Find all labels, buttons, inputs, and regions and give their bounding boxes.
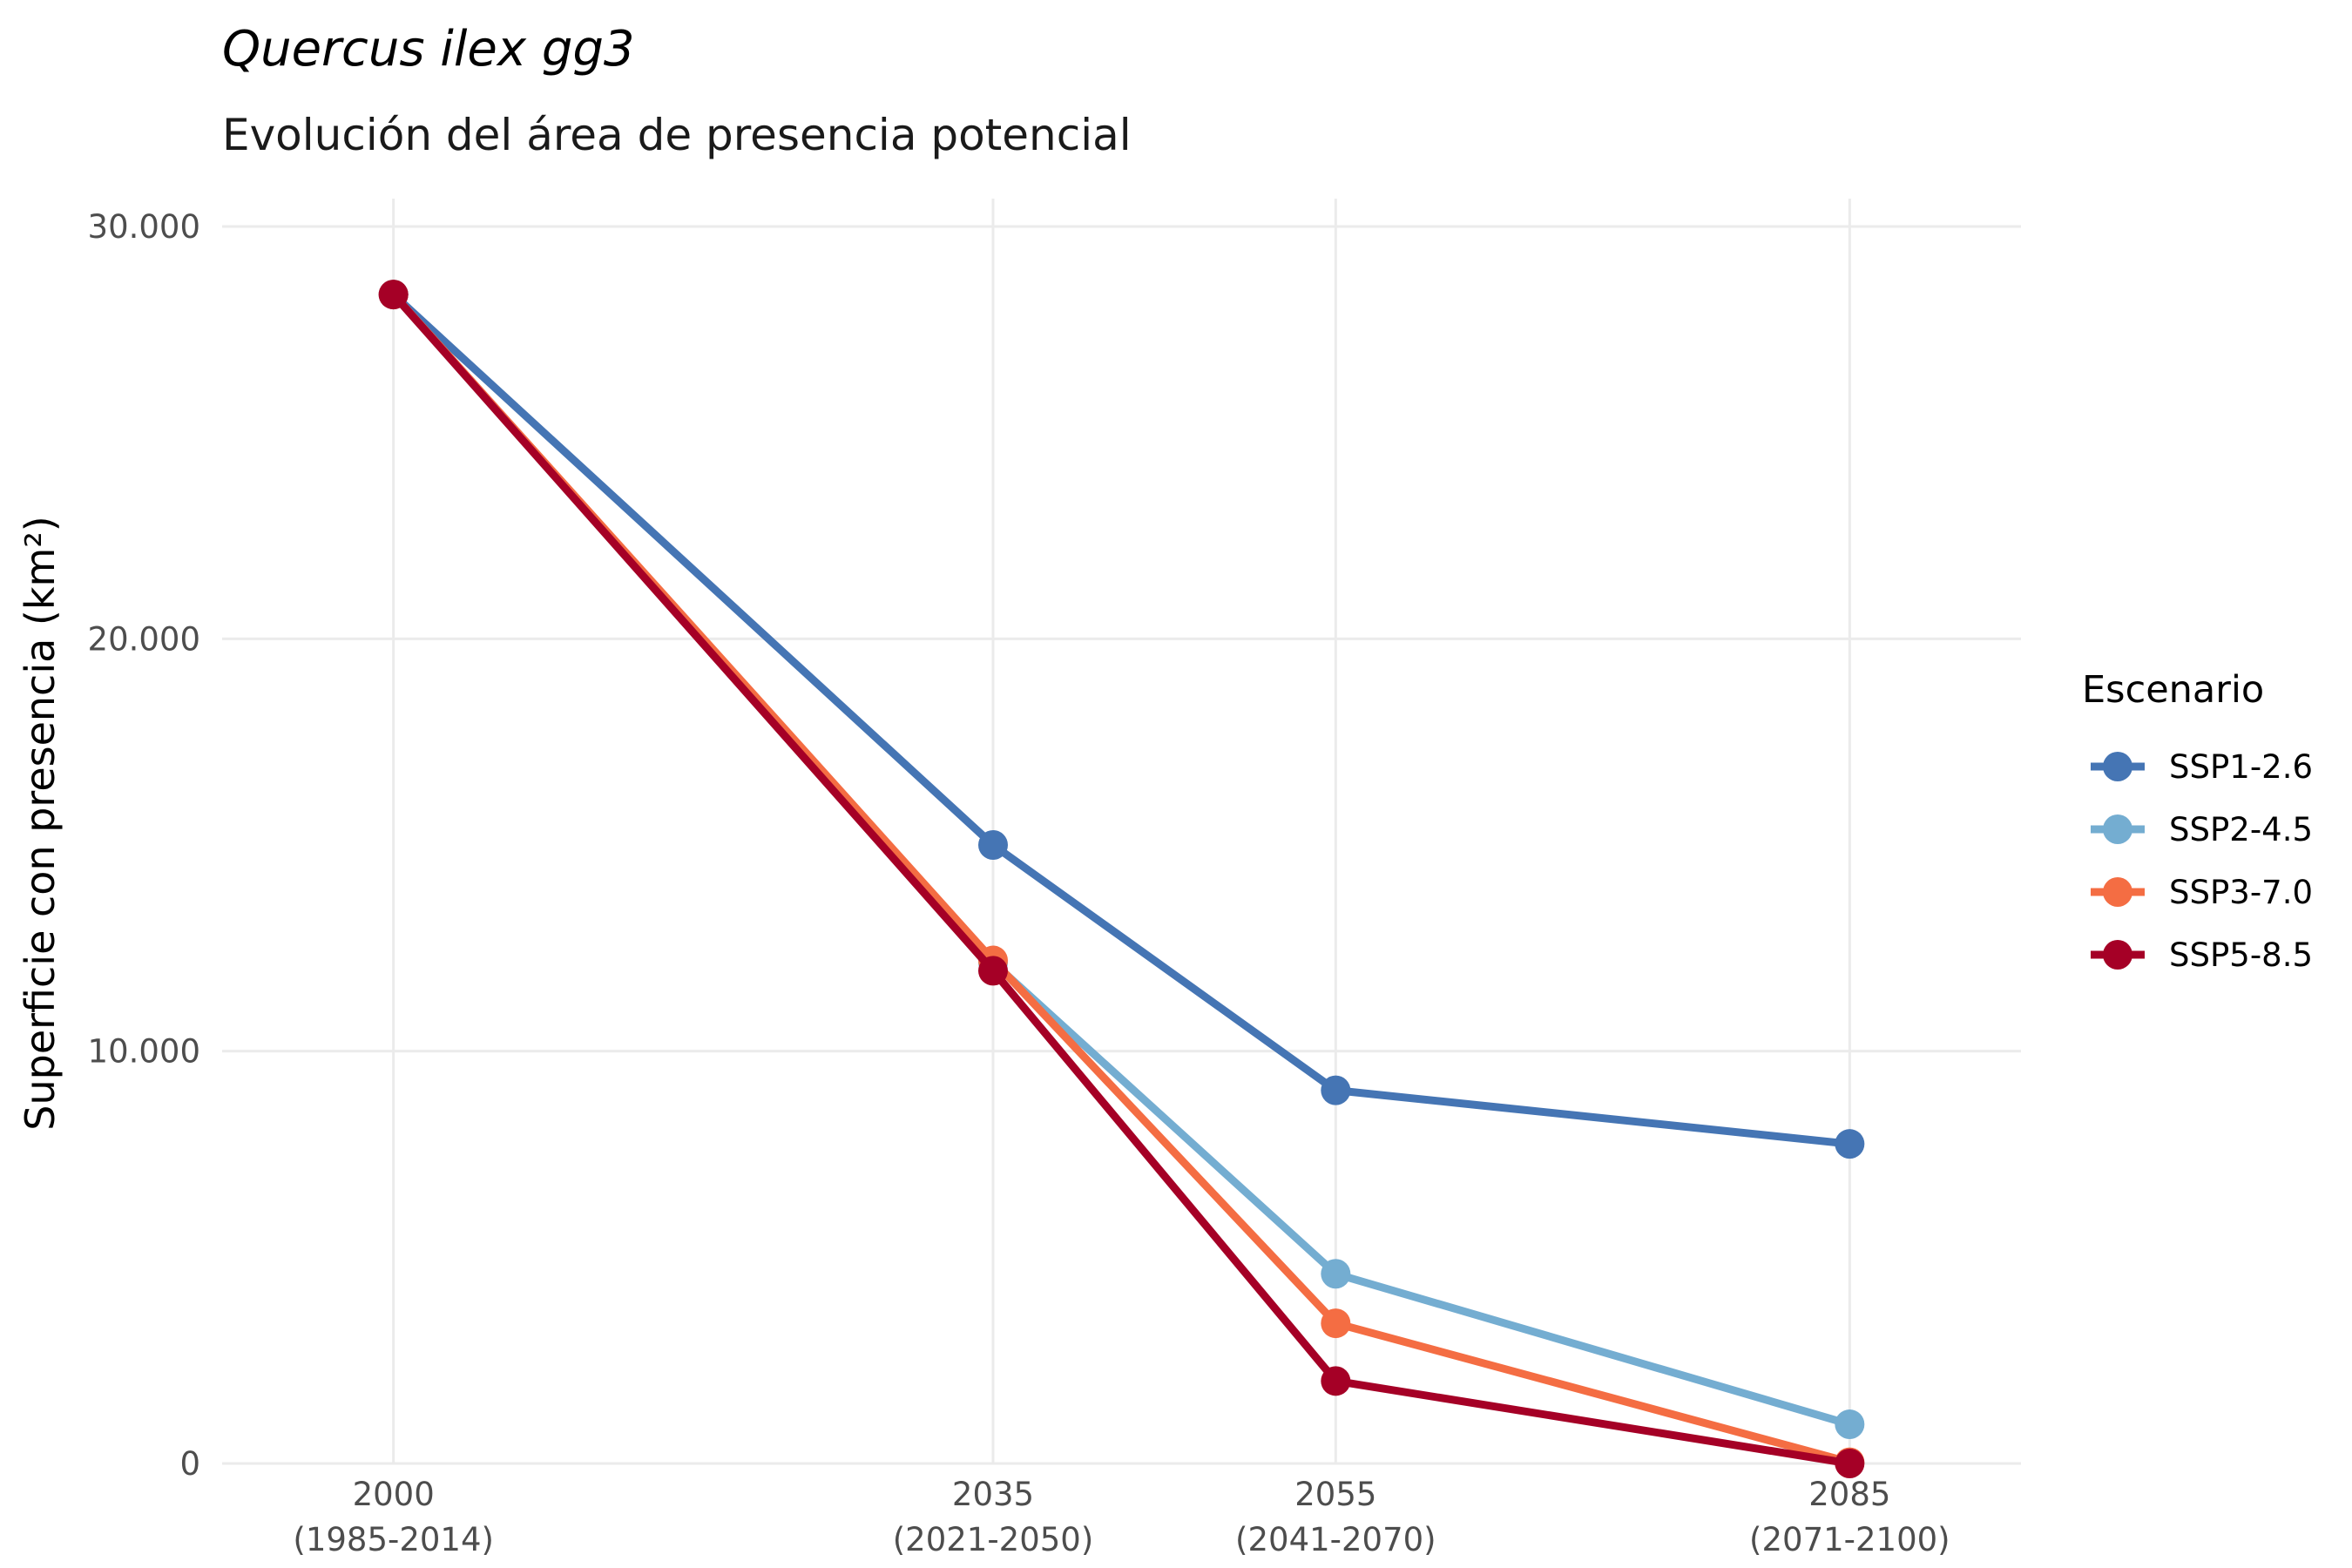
series-SSP2-4.5 [378, 280, 1865, 1440]
legend-label: SSP2-4.5 [2169, 811, 2313, 848]
legend-label: SSP3-7.0 [2169, 874, 2313, 911]
data-point [978, 830, 1008, 860]
series-group [378, 280, 1865, 1478]
x-axis-ticks: 2000 (1985-2014) 2035 (2021-2050) 2055 (2041-… [293, 1476, 1950, 1558]
x-tick-label-period: (1985-2014) [293, 1521, 494, 1558]
series-SSP3-7.0 [378, 280, 1865, 1477]
grid [222, 199, 2021, 1465]
chart-title: Quercus ilex gg3 [222, 21, 635, 78]
x-tick-label-period: (2071-2100) [1749, 1521, 1950, 1558]
data-point [1835, 1449, 1865, 1478]
data-point [1321, 1075, 1351, 1105]
legend-item: SSP1-2.6 [2091, 748, 2313, 786]
y-tick-label: 0 [179, 1445, 200, 1483]
x-tick-label-year: 2035 [952, 1476, 1034, 1513]
x-tick-label-year: 2085 [1808, 1476, 1890, 1513]
y-tick-label: 20.000 [88, 620, 200, 658]
legend-item: SSP5-8.5 [2091, 936, 2313, 974]
legend-key-point [2103, 940, 2132, 970]
legend-key-point [2103, 814, 2132, 844]
legend-item: SSP2-4.5 [2091, 811, 2313, 848]
y-axis-ticks: 0 10.000 20.000 30.000 [88, 208, 200, 1483]
legend-key-point [2103, 877, 2132, 907]
series-SSP1-2.6 [378, 280, 1865, 1159]
legend-item: SSP3-7.0 [2091, 874, 2313, 911]
data-point [978, 956, 1008, 986]
y-tick-label: 30.000 [88, 208, 200, 246]
series-line [389, 290, 1854, 1429]
legend-label: SSP5-8.5 [2169, 936, 2313, 974]
data-point [378, 280, 409, 310]
series-SSP5-8.5 [378, 280, 1865, 1478]
data-point [1321, 1366, 1351, 1396]
x-tick-label-year: 2000 [353, 1476, 435, 1513]
legend-title: Escenario [2082, 668, 2264, 712]
legend: SSP1-2.6 SSP2-4.5 SSP3-7.0 SSP5-8.5 [2091, 748, 2313, 974]
data-point [1321, 1308, 1351, 1339]
series-line [389, 290, 1854, 1467]
series-line [389, 290, 1854, 1468]
legend-key-point [2103, 752, 2132, 781]
data-point [1321, 1259, 1351, 1289]
x-tick-label-period: (2041-2070) [1235, 1521, 1436, 1558]
legend-label: SSP1-2.6 [2169, 748, 2313, 786]
series-line [389, 290, 1854, 1148]
data-point [1835, 1409, 1865, 1440]
x-tick-label-period: (2021-2050) [893, 1521, 1094, 1558]
chart-subtitle: Evolución del área de presencia potencia… [222, 110, 1132, 160]
x-tick-label-year: 2055 [1294, 1476, 1376, 1513]
y-axis-title: Superficie con presencia (km²) [17, 516, 64, 1130]
data-point [1835, 1129, 1865, 1159]
y-tick-label: 10.000 [88, 1033, 200, 1071]
